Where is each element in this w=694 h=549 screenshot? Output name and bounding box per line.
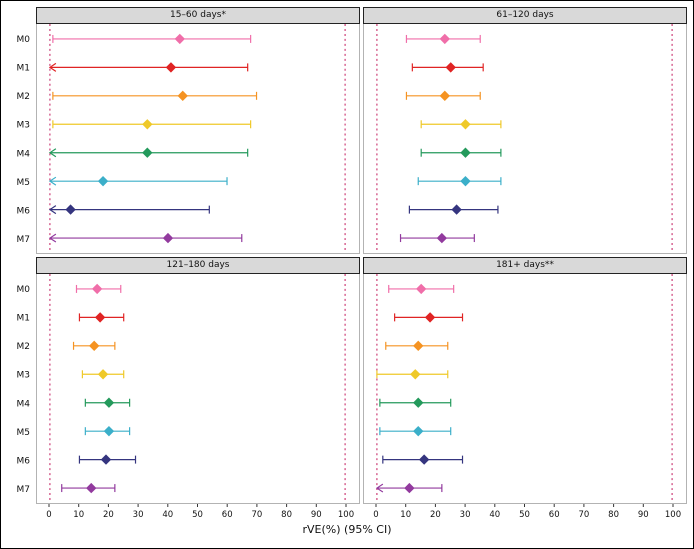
- svg-text:90: 90: [311, 510, 322, 520]
- svg-text:70: 70: [251, 510, 262, 520]
- svg-text:80: 80: [281, 510, 292, 520]
- panel-strip-61-120-days: 61–120 days: [363, 7, 687, 24]
- panel-title: 121–180 days: [166, 260, 230, 270]
- y-axis-labels-bottom: M0 M1 M2 M3 M4 M5 M6 M7: [17, 285, 31, 495]
- svg-text:M4: M4: [17, 399, 31, 409]
- svg-text:10: 10: [73, 510, 84, 520]
- panel-plot-61-120-days: [363, 24, 687, 254]
- svg-text:M6: M6: [17, 456, 31, 466]
- x-axis-ticks-left: 0 10 20 30 40 50 60 70 80 90 100: [46, 504, 354, 520]
- svg-text:M1: M1: [17, 64, 31, 74]
- svg-text:60: 60: [549, 510, 560, 520]
- strip-row-bottom: 121–180 days 181+ days**: [7, 257, 687, 274]
- panel-title: 15–60 days*: [169, 10, 226, 20]
- panel-title: 181+ days**: [496, 260, 554, 270]
- svg-text:50: 50: [192, 510, 203, 520]
- svg-text:30: 30: [460, 510, 471, 520]
- svg-text:30: 30: [133, 510, 144, 520]
- spacer: [7, 7, 33, 24]
- svg-text:100: 100: [338, 510, 354, 520]
- spacer: [7, 504, 33, 520]
- panel-strip-15-60-days: 15–60 days*: [36, 7, 360, 24]
- panel-title: 61–120 days: [496, 10, 554, 20]
- svg-text:M5: M5: [17, 178, 31, 188]
- svg-text:M5: M5: [17, 428, 31, 438]
- svg-text:M1: M1: [17, 314, 31, 324]
- x-axis-ticks-right: 0 10 20 30 40 50 60 70 80 90 100: [373, 504, 681, 520]
- panel-plot-15-60-days: [36, 24, 360, 254]
- svg-text:100: 100: [665, 510, 681, 520]
- svg-text:0: 0: [373, 510, 378, 520]
- svg-text:40: 40: [489, 510, 500, 520]
- svg-text:M4: M4: [17, 149, 31, 159]
- svg-text:M2: M2: [17, 342, 31, 352]
- svg-text:70: 70: [578, 510, 589, 520]
- svg-text:M3: M3: [17, 121, 31, 131]
- panel-strip-181-plus-days: 181+ days**: [363, 257, 687, 274]
- svg-text:50: 50: [519, 510, 530, 520]
- x-axis-title: rVE(%) (95% CI): [302, 523, 392, 536]
- plot-row-bottom: M0 M1 M2 M3 M4 M5 M6 M7: [7, 274, 687, 504]
- svg-text:60: 60: [222, 510, 233, 520]
- svg-text:0: 0: [46, 510, 51, 520]
- svg-text:M6: M6: [17, 206, 31, 216]
- svg-text:20: 20: [430, 510, 441, 520]
- svg-text:80: 80: [608, 510, 619, 520]
- panel-plot-121-180-days: [36, 274, 360, 504]
- panel-strip-121-180-days: 121–180 days: [36, 257, 360, 274]
- svg-text:90: 90: [638, 510, 649, 520]
- svg-text:M0: M0: [17, 35, 31, 45]
- svg-text:M7: M7: [17, 485, 31, 495]
- panel-plot-181-plus-days: [363, 274, 687, 504]
- svg-text:M0: M0: [17, 285, 31, 295]
- svg-text:M7: M7: [17, 235, 31, 245]
- svg-text:20: 20: [103, 510, 114, 520]
- y-axis-labels-top: M0 M1 M2 M3 M4 M5 M6 M7: [17, 35, 31, 245]
- strip-row-top: 15–60 days* 61–120 days: [7, 7, 687, 24]
- svg-text:M3: M3: [17, 371, 31, 381]
- svg-text:10: 10: [400, 510, 411, 520]
- plot-row-top: M0 M1 M2 M3 M4 M5 M6 M7: [7, 24, 687, 254]
- spacer: [7, 257, 33, 274]
- svg-text:M2: M2: [17, 92, 31, 102]
- x-axis-row: 0 10 20 30 40 50 60 70 80 90 100 0 10 20 30 40 50 60 70 80…: [7, 504, 687, 520]
- svg-text:40: 40: [162, 510, 173, 520]
